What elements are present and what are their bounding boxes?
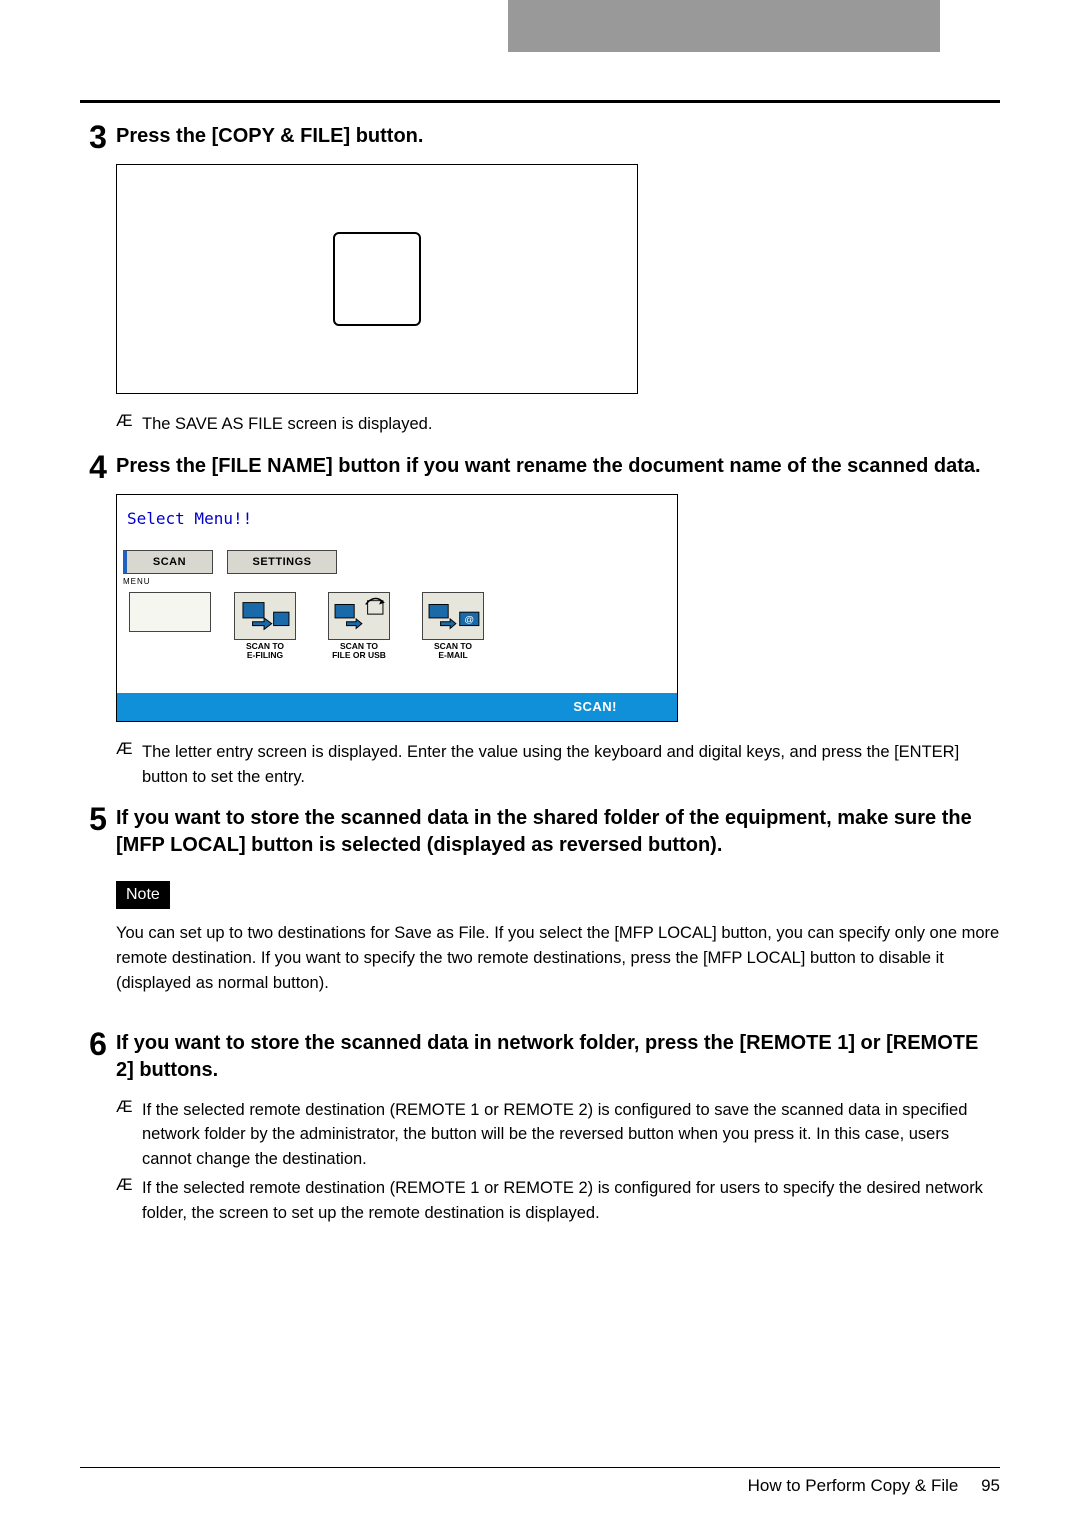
copy-file-button-placeholder bbox=[333, 232, 421, 326]
scan-tab: SCAN bbox=[123, 550, 213, 574]
step-6-title: If you want to store the scanned data in… bbox=[116, 1030, 1000, 1084]
efiling-label: SCAN TO E-FILING bbox=[225, 642, 305, 660]
page-header-tab bbox=[508, 0, 940, 52]
step-number-4: 4 bbox=[80, 451, 116, 794]
step-5-note-body: You can set up to two destinations for S… bbox=[116, 921, 1000, 995]
bullet-marker: Æ bbox=[116, 1098, 142, 1172]
step-6-bullet-2: Æ If the selected remote destination (RE… bbox=[116, 1176, 1000, 1226]
menu-small-label: MENU bbox=[123, 577, 151, 586]
scan-button-bar: SCAN! bbox=[117, 693, 677, 721]
screen-tabs: SCAN SETTINGS bbox=[123, 550, 337, 574]
step-number-6: 6 bbox=[80, 1028, 116, 1230]
step-3-note: Æ The SAVE AS FILE screen is displayed. bbox=[116, 412, 1000, 437]
step-4-title: Press the [FILE NAME] button if you want… bbox=[116, 453, 1000, 480]
scan-button-text: SCAN! bbox=[573, 699, 617, 714]
step-3-screenshot bbox=[116, 164, 638, 394]
scan-to-email: @ SCAN TO E-MAIL bbox=[413, 592, 493, 660]
scan-to-efiling: SCAN TO E-FILING bbox=[225, 592, 305, 660]
email-icon: @ bbox=[422, 592, 484, 640]
step-5-content: If you want to store the scanned data in… bbox=[116, 803, 1000, 1017]
step-5-title: If you want to store the scanned data in… bbox=[116, 805, 1000, 859]
step-number-3: 3 bbox=[80, 121, 116, 441]
file-icon bbox=[328, 592, 390, 640]
note-tag: Note bbox=[116, 881, 170, 909]
file-label: SCAN TO FILE OR USB bbox=[319, 642, 399, 660]
step-4-note: Æ The letter entry screen is displayed. … bbox=[116, 740, 1000, 790]
page-number: 95 bbox=[981, 1476, 1000, 1495]
bullet-marker: Æ bbox=[116, 740, 142, 790]
step-4: 4 Press the [FILE NAME] button if you wa… bbox=[80, 451, 1000, 794]
blank-box bbox=[129, 592, 211, 632]
select-menu-text: Select Menu!! bbox=[127, 509, 252, 528]
step-4-note-text: The letter entry screen is displayed. En… bbox=[142, 740, 1000, 790]
bullet-marker: Æ bbox=[116, 412, 142, 437]
settings-tab: SETTINGS bbox=[227, 550, 337, 574]
step-6-bullet-1: Æ If the selected remote destination (RE… bbox=[116, 1098, 1000, 1172]
bullet-marker: Æ bbox=[116, 1176, 142, 1226]
step-4-content: Press the [FILE NAME] button if you want… bbox=[116, 451, 1000, 794]
step-3: 3 Press the [COPY & FILE] button. Æ The … bbox=[80, 121, 1000, 441]
step-number-5: 5 bbox=[80, 803, 116, 1017]
step-3-content: Press the [COPY & FILE] button. Æ The SA… bbox=[116, 121, 1000, 441]
step-4-screenshot: Select Menu!! SCAN SETTINGS MENU SCAN TO… bbox=[116, 494, 678, 722]
step-3-title: Press the [COPY & FILE] button. bbox=[116, 123, 1000, 150]
efiling-icon bbox=[234, 592, 296, 640]
step-6-bullet-1-text: If the selected remote destination (REMO… bbox=[142, 1098, 1000, 1172]
step-5: 5 If you want to store the scanned data … bbox=[80, 803, 1000, 1017]
email-label: SCAN TO E-MAIL bbox=[413, 642, 493, 660]
footer-title: How to Perform Copy & File bbox=[748, 1476, 959, 1495]
content-area: 3 Press the [COPY & FILE] button. Æ The … bbox=[80, 100, 1000, 1239]
step-6-content: If you want to store the scanned data in… bbox=[116, 1028, 1000, 1230]
step-3-note-text: The SAVE AS FILE screen is displayed. bbox=[142, 412, 1000, 437]
footer-rule bbox=[80, 1467, 1000, 1468]
scan-icons-row: SCAN TO E-FILING SCAN TO FILE OR USB @ S… bbox=[129, 592, 493, 660]
step-6: 6 If you want to store the scanned data … bbox=[80, 1028, 1000, 1230]
scan-to-file: SCAN TO FILE OR USB bbox=[319, 592, 399, 660]
step-6-bullet-2-text: If the selected remote destination (REMO… bbox=[142, 1176, 1000, 1226]
svg-text:@: @ bbox=[464, 614, 474, 625]
footer-text: How to Perform Copy & File 95 bbox=[748, 1476, 1000, 1496]
